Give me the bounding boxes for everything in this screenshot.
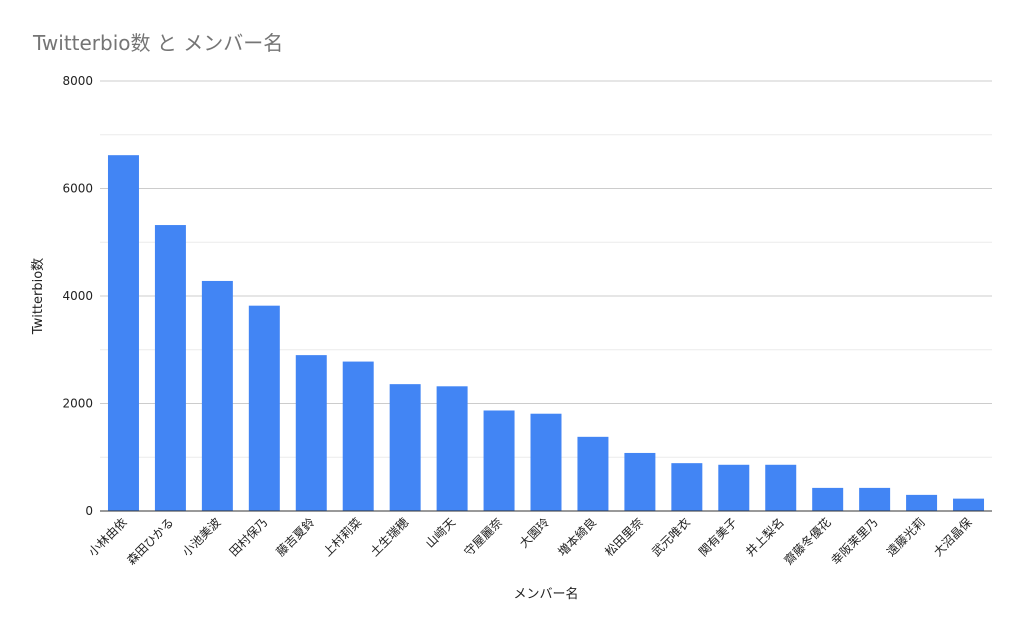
x-tick-label: 関有美子: [696, 515, 740, 559]
y-tick-label: 2000: [62, 397, 93, 411]
bar: [906, 494, 938, 511]
x-tick-label: 武元唯衣: [648, 515, 693, 560]
bar: [530, 413, 562, 511]
bars-layer: [107, 155, 985, 512]
chart-title: Twitterbio数 と メンバー名: [33, 31, 284, 55]
y-tick-label: 4000: [62, 289, 93, 303]
bar: [812, 487, 844, 511]
bar: [718, 464, 750, 511]
bar: [107, 155, 139, 512]
x-tick-label: 山﨑天: [422, 515, 458, 551]
x-axis-title: メンバー名: [513, 586, 578, 602]
y-tick-label: 6000: [62, 182, 93, 196]
bar: [953, 498, 985, 511]
x-tick-label: 大園玲: [517, 515, 552, 550]
bar: [859, 487, 891, 511]
y-tick-label: 8000: [62, 74, 93, 88]
x-tick-label: 増本綺良: [555, 515, 600, 560]
bar: [248, 305, 280, 511]
x-tick-label: 齋藤冬優花: [781, 515, 834, 568]
x-tick-label: 守屋麗奈: [461, 515, 505, 559]
x-tick-label: 森田ひかる: [123, 515, 176, 568]
bar: [624, 452, 656, 511]
x-tick-label: 井上梨名: [742, 515, 787, 560]
x-tick-label: 小林由依: [85, 515, 130, 560]
grid-layer: [100, 80, 992, 458]
bar: [436, 386, 468, 511]
y-axis-title: Twitterbio数: [31, 258, 46, 335]
bar: [389, 384, 421, 511]
bar: [483, 410, 515, 511]
x-tick-label: 小池美波: [180, 515, 224, 559]
x-tick-label: 松田里奈: [602, 515, 646, 559]
y-tick-label: 0: [85, 504, 93, 518]
x-tick-label: 上村莉菜: [320, 515, 364, 559]
x-tick-label: 藤吉夏鈴: [273, 515, 318, 560]
x-tick-label: 大沼晶保: [931, 515, 975, 559]
x-tick-label: 幸阪茉里乃: [828, 515, 880, 567]
bar: [295, 355, 327, 511]
bar: [671, 463, 703, 511]
bar: [577, 436, 609, 511]
x-tick-label: 遠藤光莉: [884, 515, 928, 559]
bar: [154, 225, 186, 512]
x-tick-label: 田村保乃: [227, 515, 271, 559]
bar: [201, 280, 233, 511]
bar: [765, 464, 797, 511]
bar: [342, 361, 374, 511]
x-tick-label: 土生瑞穂: [367, 515, 411, 559]
